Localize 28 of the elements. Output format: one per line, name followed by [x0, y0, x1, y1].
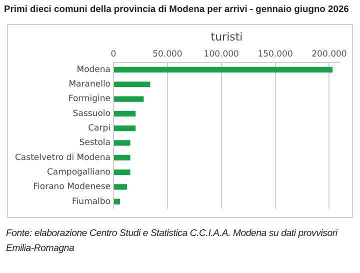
chart-title: Primi dieci comuni della provincia di Modena per arrivi - gennaio giugno 2026 — [4, 3, 349, 14]
y-tick-label: Maranello — [68, 80, 111, 90]
x-tick-label: 150.000 — [258, 50, 293, 60]
bar — [114, 82, 150, 88]
bar — [114, 154, 130, 160]
source-note: Fonte: elaborazione Centro Studi e Statistica C.C.I.A.A. Modena su dati provvisori Emilia-Romagna — [6, 227, 339, 256]
bar — [114, 140, 130, 146]
bar — [114, 96, 144, 102]
bar — [114, 169, 130, 176]
y-tick-label: Fiumalbo — [72, 196, 111, 207]
y-tick-label: Sassuolo — [72, 108, 111, 119]
x-tick-label: 100.000 — [204, 50, 239, 60]
x-tick-label: 0 — [110, 50, 116, 60]
x-axis-title: turisti — [210, 30, 243, 44]
bar — [114, 198, 120, 204]
y-tick-label: Fiorano Modenese — [33, 182, 111, 192]
bar — [114, 66, 332, 73]
bar — [114, 184, 127, 190]
y-tick-label: Sestola — [79, 138, 111, 148]
bar — [114, 110, 136, 116]
y-tick-label: Castelvetro di Modena — [14, 152, 111, 163]
x-tick-label: 50.000 — [152, 50, 182, 60]
bar — [114, 126, 136, 132]
y-tick-label: Campogalliano — [46, 167, 111, 178]
y-tick-label: Formigine — [68, 94, 111, 104]
x-tick-label: 200.000 — [312, 50, 347, 60]
y-tick-label: Carpi — [88, 124, 111, 134]
y-tick-label: Modena — [76, 64, 111, 75]
